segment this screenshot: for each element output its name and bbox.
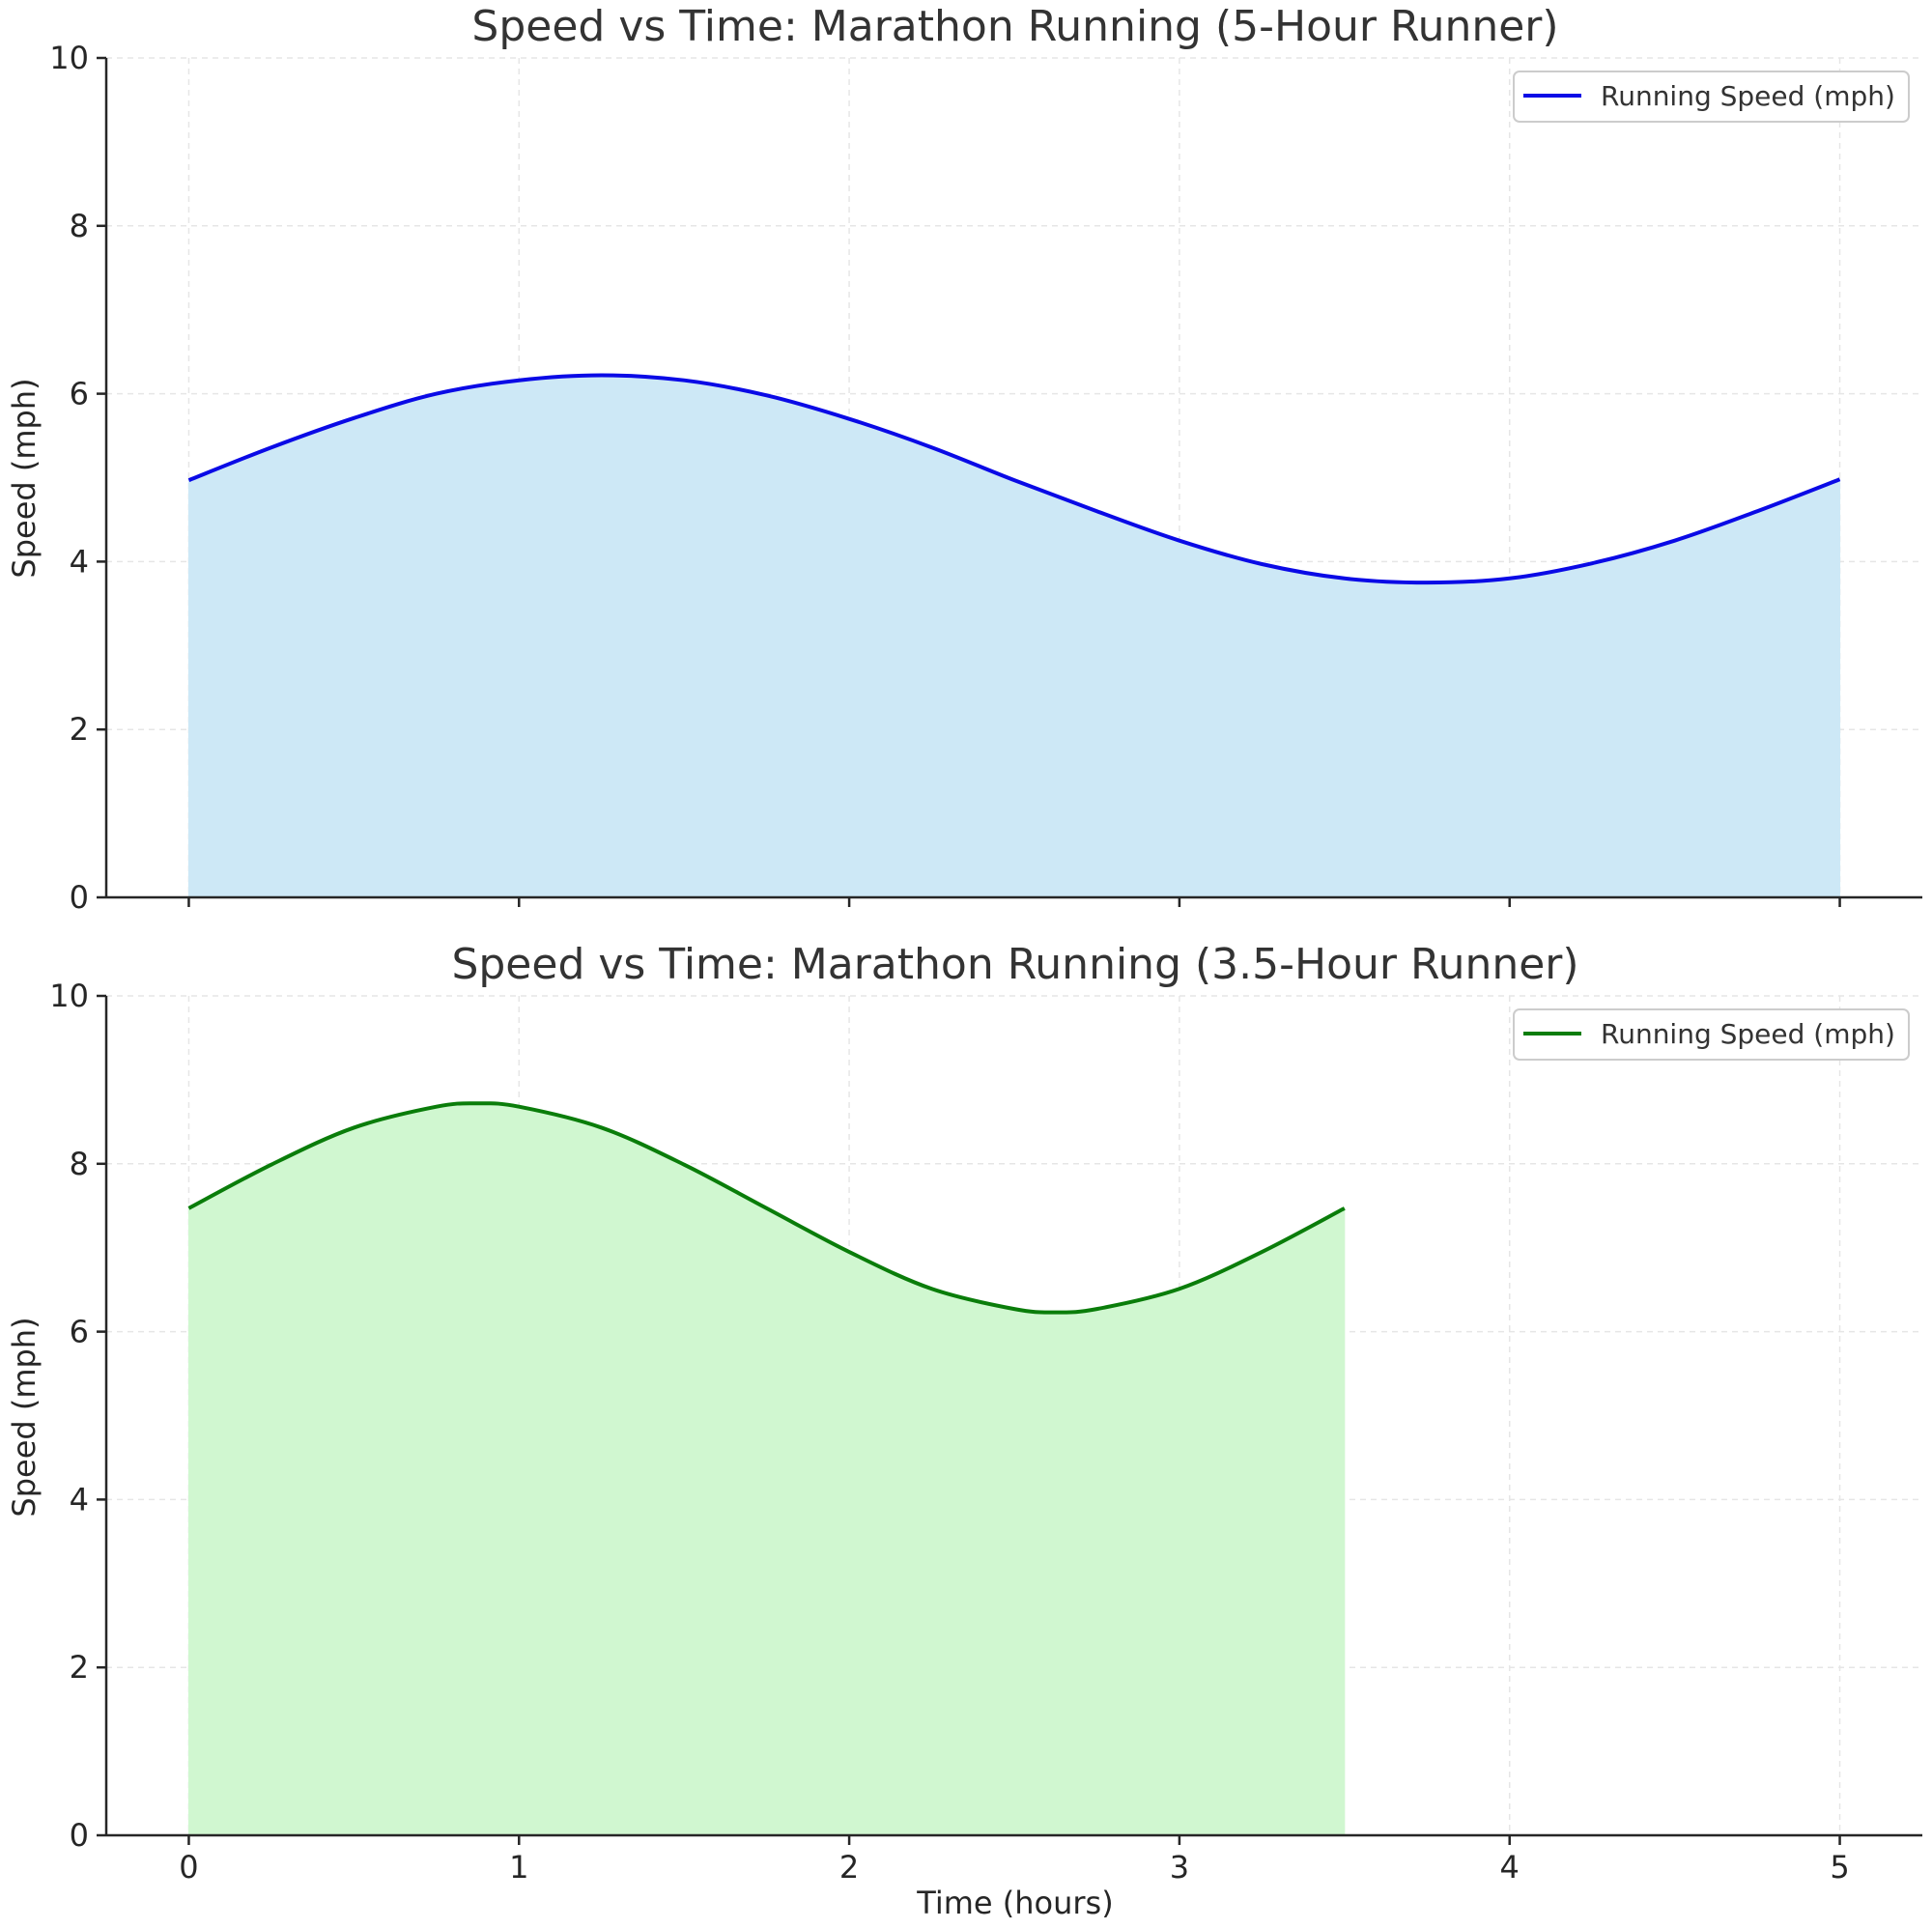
y-tick-label: 8	[70, 1146, 89, 1182]
speed-line	[187, 373, 1841, 585]
x-axis-label: Time (hours)	[916, 1885, 1113, 1921]
chart-title: Speed vs Time: Marathon Running (3.5-Hou…	[451, 940, 1578, 989]
y-tick-label: 6	[70, 1314, 89, 1350]
speed-area-fill	[187, 374, 1841, 898]
y-axis-label: Speed (mph)	[6, 378, 43, 578]
legend-box	[1513, 71, 1910, 123]
y-tick-label: 2	[70, 711, 89, 748]
x-tick-label: 1	[509, 1849, 528, 1886]
x-tick-label: 2	[839, 1849, 859, 1886]
y-tick-label: 0	[70, 879, 89, 916]
chart-title: Speed vs Time: Marathon Running (5-Hour …	[471, 2, 1558, 51]
x-tick-label: 3	[1170, 1849, 1189, 1886]
speed-line	[187, 1101, 1346, 1315]
y-tick-label: 4	[70, 1481, 89, 1518]
y-tick-label: 10	[49, 978, 89, 1014]
y-tick-label: 0	[70, 1817, 89, 1854]
y-tick-label: 8	[70, 208, 89, 244]
x-axis-ticks	[187, 897, 1841, 907]
chart-5-hour-runner: Speed vs Time: Marathon Running (5-Hour …	[6, 2, 1922, 916]
legend-label: Running Speed (mph)	[1601, 1018, 1895, 1050]
speed-area-fill	[187, 1102, 1346, 1836]
x-axis-ticks: 0 1 2 3 4 5	[179, 1835, 1850, 1886]
x-tick-label: 5	[1830, 1849, 1849, 1886]
legend-box	[1513, 1008, 1910, 1061]
x-tick-label: 4	[1500, 1849, 1520, 1886]
x-tick-label: 0	[179, 1849, 198, 1886]
axes-spines	[104, 996, 1922, 1837]
chart-3-5-hour-runner: Speed vs Time: Marathon Running (3.5-Hou…	[6, 940, 1922, 1921]
y-axis-label: Speed (mph)	[6, 1317, 43, 1517]
axes-spines	[104, 58, 1922, 899]
y-axis-ticks: 0 2 4 6 8 10	[49, 978, 106, 1854]
legend: Running Speed (mph)	[1513, 71, 1910, 123]
y-tick-label: 2	[70, 1649, 89, 1686]
y-tick-label: 6	[70, 376, 89, 412]
y-tick-label: 10	[49, 40, 89, 76]
legend: Running Speed (mph)	[1513, 1008, 1910, 1061]
y-axis-ticks: 0 2 4 6 8 10	[49, 40, 106, 916]
legend-label: Running Speed (mph)	[1601, 80, 1895, 112]
y-tick-label: 4	[70, 543, 89, 580]
